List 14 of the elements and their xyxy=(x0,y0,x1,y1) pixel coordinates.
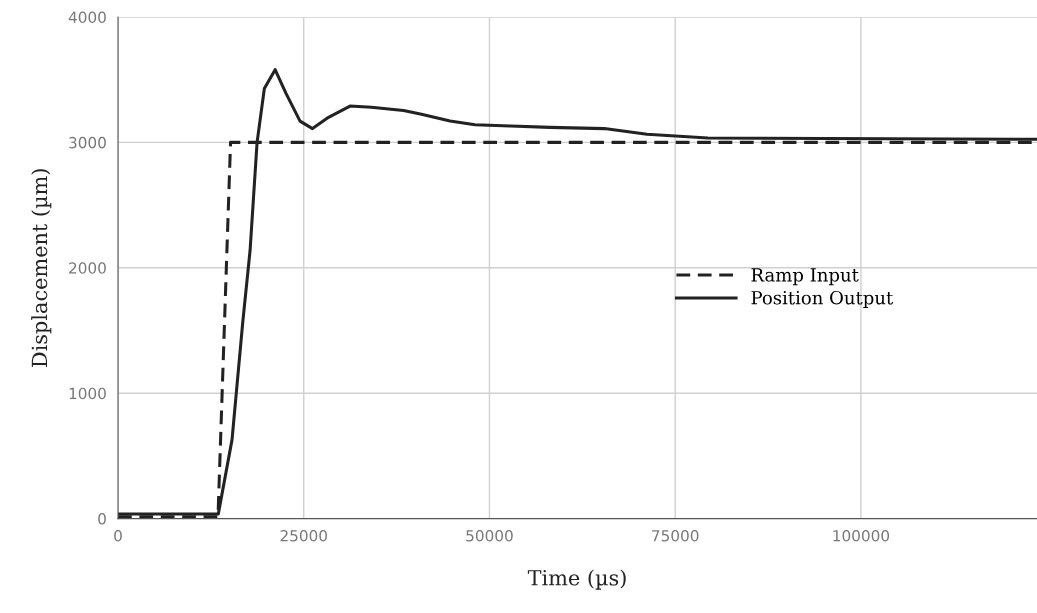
x-tick-label: 100000 xyxy=(833,529,890,542)
y-tick-label: 0 xyxy=(98,513,106,525)
x-tick-label: 50000 xyxy=(466,529,513,542)
legend-label: Position Output xyxy=(751,290,894,309)
x-tick-label: 25000 xyxy=(280,529,328,542)
x-tick-label: 75000 xyxy=(652,529,699,542)
y-tick-label: 2000 xyxy=(69,262,106,274)
x-tick-label: 0 xyxy=(114,529,122,542)
y-tick-label: 3000 xyxy=(69,136,106,149)
x-axis-title: Time (µs) xyxy=(527,569,626,590)
y-tick-label: 1000 xyxy=(69,387,106,400)
y-axis-title: Displacement (µm) xyxy=(31,169,52,367)
y-tick-label: 4000 xyxy=(68,11,106,24)
legend-label: Ramp Input xyxy=(751,268,859,286)
